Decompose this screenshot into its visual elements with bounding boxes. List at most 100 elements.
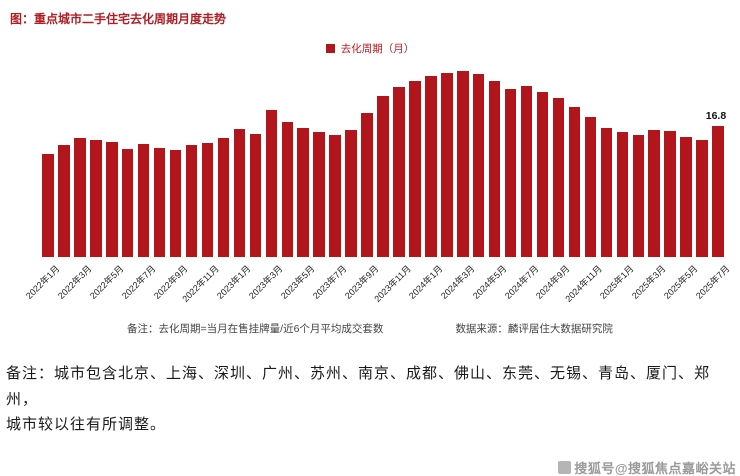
bar	[696, 140, 708, 257]
bar-cell: 2022年1月	[24, 65, 61, 301]
chart-footnote: 备注：去化周期=当月在售挂牌量/近6个月平均成交套数 数据来源：麟评居住大数据研…	[6, 321, 734, 336]
article-section: 备注：城市包含北京、上海、深圳、广州、苏州、南京、成都、佛山、东莞、无锡、青岛、…	[0, 336, 740, 476]
bar	[393, 86, 405, 257]
bar	[217, 137, 230, 257]
bar	[504, 88, 517, 257]
bar	[137, 143, 150, 257]
watermark-text: 搜狐号@搜狐焦点嘉峪关站	[574, 460, 736, 476]
bar	[584, 116, 597, 257]
bar-cell: 2022年3月	[56, 65, 93, 301]
bar-cell	[662, 65, 678, 257]
bar-cell: 2022年7月	[120, 65, 157, 301]
chart-card: 图：重点城市二手住宅去化周期月度走势 去化周期（月） 2022年1月 2022年3…	[6, 12, 734, 336]
bar-cell: 2025年1月	[598, 65, 636, 301]
bar	[441, 72, 453, 257]
bar	[42, 154, 54, 257]
bar-cell: 2024年5月	[471, 65, 508, 301]
bar	[329, 134, 341, 257]
bar	[361, 113, 373, 257]
bar	[712, 125, 724, 257]
bar-cell	[311, 65, 327, 257]
article-note-line2: 城市较以往有所调整。	[6, 417, 167, 433]
bar-cell: 2022年9月	[152, 65, 189, 301]
bar	[265, 109, 278, 257]
bar-cell: 2023年1月	[215, 65, 253, 301]
footnote-note: 备注：去化周期=当月在售挂牌量/近6个月平均成交套数	[127, 323, 384, 335]
bar-cell: 2024年9月	[534, 65, 572, 301]
bar-cell: 2022年5月	[88, 65, 125, 301]
article-note-line1: 备注：城市包含北京、上海、深圳、广州、苏州、南京、成都、佛山、东莞、无锡、青岛、…	[6, 366, 711, 408]
bar	[568, 107, 581, 257]
bar	[281, 122, 294, 257]
bar	[520, 86, 533, 257]
bar	[58, 145, 70, 257]
bar-cell: 2024年1月	[407, 65, 444, 301]
bar	[377, 96, 389, 257]
bar	[185, 144, 198, 257]
chart-title: 图：重点城市二手住宅去化周期月度走势	[10, 12, 227, 26]
bar-cell: 2024年7月	[503, 65, 540, 301]
bar-cell	[152, 65, 168, 257]
legend-swatch-icon	[325, 43, 335, 53]
bar	[409, 80, 421, 257]
bar-cell: 2025年5月	[662, 65, 700, 301]
bar	[472, 74, 485, 257]
bar	[90, 140, 102, 257]
bar-cell	[56, 65, 72, 257]
bar	[153, 147, 166, 257]
bar	[488, 80, 501, 257]
bar	[616, 132, 629, 257]
bar-cell	[566, 65, 582, 257]
bar-cell	[503, 65, 519, 257]
bar-cell: 16.8 2025年7月	[694, 65, 731, 301]
bar-cell: 2025年3月	[630, 65, 668, 301]
bar	[345, 129, 357, 257]
bar	[122, 149, 134, 257]
bar	[313, 132, 325, 257]
footnote-source: 数据来源：麟评居住大数据研究院	[455, 323, 613, 335]
bar-cell: 2023年3月	[247, 65, 285, 301]
bar	[552, 97, 565, 257]
bar-cell	[471, 65, 487, 257]
bar	[648, 129, 660, 257]
bar-cell	[535, 65, 551, 257]
bar-cell	[694, 65, 710, 257]
bar-cell	[120, 65, 136, 257]
bar	[106, 142, 118, 257]
plot-area: 2022年1月 2022年3月 2022年5月 2022年7月 2022年9月 2022年…	[24, 65, 732, 304]
chart-legend: 去化周期（月）	[6, 41, 734, 55]
bar-cell: 2022年11月	[180, 65, 221, 304]
bar	[249, 133, 262, 257]
bar-cell	[630, 65, 646, 257]
bar-cell	[247, 65, 263, 257]
bar	[600, 127, 613, 257]
legend-label: 去化周期（月）	[340, 42, 415, 55]
bar-cell	[88, 65, 104, 257]
bar	[632, 134, 644, 257]
bar	[680, 136, 692, 257]
watermark: 搜狐号@搜狐焦点嘉峪关站	[558, 458, 736, 476]
bar-cell: 2023年9月	[343, 65, 381, 301]
bar	[233, 129, 246, 257]
bar-cell	[279, 65, 295, 257]
bar-cell	[407, 65, 423, 257]
bar	[74, 138, 86, 257]
bar-cell	[439, 65, 455, 257]
bar	[169, 150, 182, 257]
bar-cell: 2024年11月	[563, 65, 604, 304]
bar	[536, 91, 549, 257]
bar-cell	[375, 65, 391, 257]
bar-cell: 2024年3月	[439, 65, 476, 301]
bar-cell: 2023年7月	[311, 65, 349, 301]
bar-cell	[343, 65, 359, 257]
last-bar-value-label: 16.8	[705, 109, 727, 122]
bar	[664, 131, 676, 257]
bar-cell: 2023年11月	[372, 65, 412, 304]
bar-cell	[184, 65, 200, 257]
bar	[457, 70, 469, 257]
bar	[425, 76, 437, 257]
sohu-logo-icon	[558, 460, 572, 474]
bar-cell: 2023年5月	[279, 65, 317, 301]
bar	[201, 143, 214, 257]
